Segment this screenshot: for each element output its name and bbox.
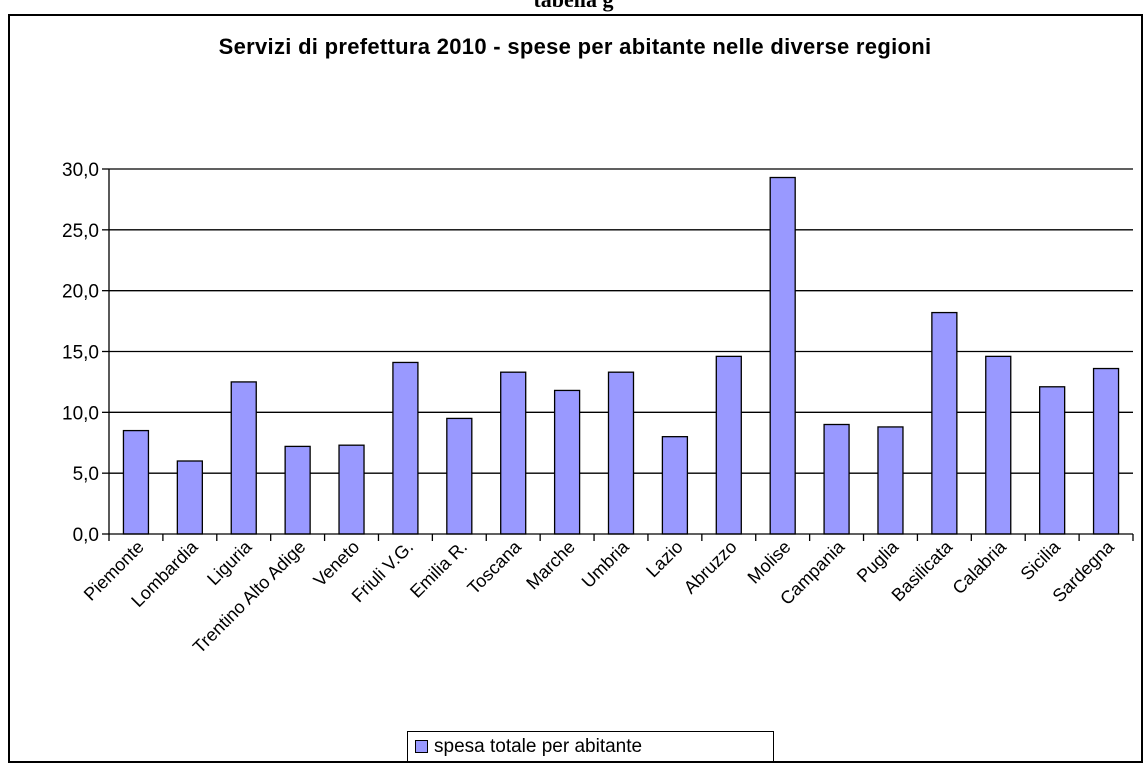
bar	[823, 423, 850, 535]
bar	[338, 444, 365, 535]
x-tick-label: Liguria	[203, 536, 256, 589]
x-tick-label: Molise	[744, 537, 795, 588]
bar	[607, 371, 635, 535]
x-tick-label: Puglia	[853, 536, 903, 586]
bar	[446, 417, 473, 535]
x-tick-label: Abruzzo	[680, 537, 741, 598]
bar	[877, 426, 904, 535]
bar	[500, 371, 527, 535]
x-tick-label: Basilicata	[888, 536, 957, 605]
y-tick-label: 20,0	[62, 282, 99, 303]
x-tick-label: Emilia R.	[406, 537, 471, 602]
x-tick-label: Sicilia	[1017, 536, 1065, 584]
x-tick-label: Calabria	[949, 536, 1011, 598]
bar	[661, 436, 689, 535]
legend-label: spesa totale per abitante	[434, 735, 643, 757]
legend-swatch	[415, 740, 428, 753]
bar	[931, 311, 958, 535]
bar	[122, 429, 150, 535]
chart-title: Servizi di prefettura 2010 - spese per a…	[218, 34, 932, 59]
x-tick-label: Umbria	[578, 536, 634, 592]
page-heading-text: tabella g	[0, 0, 1147, 13]
y-tick-label: 30,0	[62, 160, 99, 181]
y-tick-label: 5,0	[73, 464, 99, 485]
x-tick-label: Lazio	[642, 537, 687, 582]
y-tick-label: 15,0	[62, 343, 99, 364]
y-tick-label: 10,0	[62, 403, 99, 424]
bar	[230, 381, 257, 535]
bar	[284, 445, 311, 535]
bar	[1039, 386, 1066, 535]
y-tick-label: 25,0	[62, 221, 99, 242]
bar	[1092, 367, 1120, 535]
bar	[715, 355, 742, 535]
bar	[985, 355, 1012, 535]
x-tick-label: Veneto	[310, 537, 364, 591]
chart-legend: spesa totale per abitante	[407, 731, 774, 762]
bar	[553, 389, 581, 535]
x-tick-label: Marche	[522, 537, 579, 594]
bar	[769, 176, 796, 535]
bar	[392, 361, 419, 535]
bar	[176, 460, 203, 535]
x-tick-label: Toscana	[463, 536, 525, 598]
y-tick-label: 0,0	[73, 525, 99, 546]
page-heading-fragment: tabella g	[0, 0, 1147, 14]
